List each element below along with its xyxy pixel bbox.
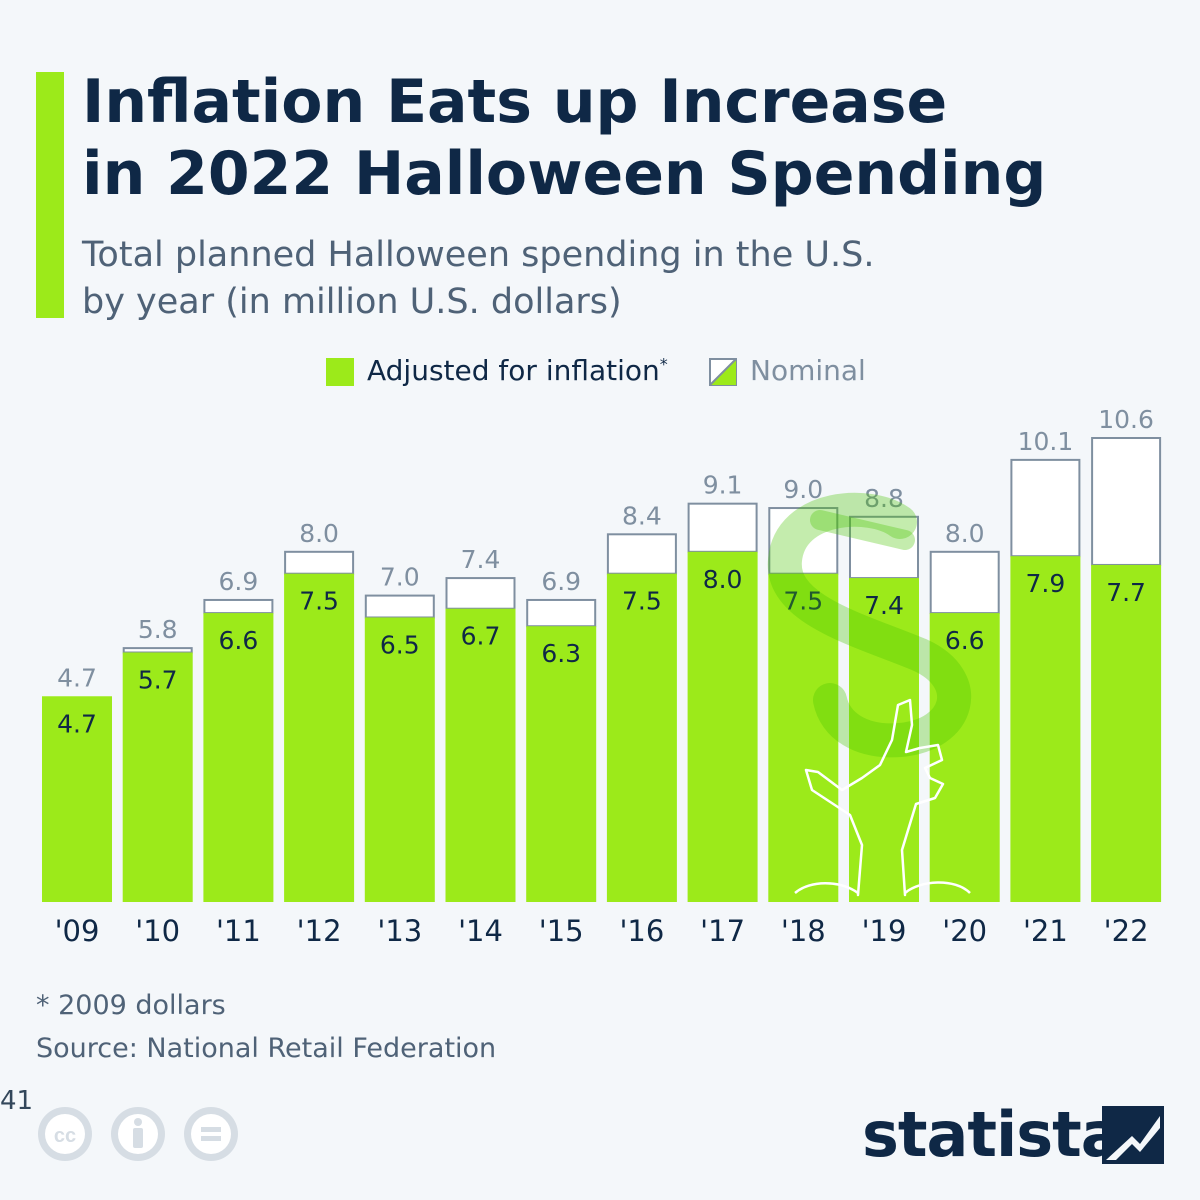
chart-subtitle: Total planned Halloween spending in the … [82, 232, 1082, 326]
adjusted-value-label: 4.7 [57, 709, 97, 738]
footnote: * 2009 dollars [36, 990, 226, 1021]
adjusted-value-label: 7.5 [622, 587, 662, 616]
cc-icon[interactable]: cc [38, 1107, 92, 1161]
adjusted-bar [687, 551, 758, 902]
legend-adjusted-text: Adjusted for inflation [367, 354, 660, 387]
nominal-bar [1010, 458, 1081, 558]
legend-label-nominal: Nominal [750, 354, 866, 387]
adjusted-bar [203, 613, 274, 902]
adjusted-bar [606, 573, 677, 902]
title-line-2: in 2022 Halloween Spending [82, 139, 1047, 209]
stray-number: 41 [0, 1086, 34, 1116]
nominal-value-label: 8.0 [299, 519, 339, 548]
legend-adjusted-asterisk: * [659, 354, 668, 374]
adjusted-bar [122, 652, 193, 902]
nominal-bar [768, 507, 839, 575]
zombie-hand-illustration [804, 698, 945, 897]
x-tick-label: '12 [297, 914, 342, 948]
statista-logo-icon [1102, 1106, 1164, 1164]
ground-illustration [794, 881, 971, 895]
adjusted-value-label: 6.5 [380, 630, 420, 659]
nominal-value-label: 7.0 [380, 563, 420, 592]
legend-label-adjusted: Adjusted for inflation* [367, 354, 668, 387]
no-derivatives-icon[interactable] [184, 1107, 238, 1161]
nominal-value-label: 4.7 [57, 663, 97, 692]
adjusted-bar [445, 608, 516, 902]
adjusted-value-label: 5.7 [138, 665, 178, 694]
nominal-value-label: 10.6 [1098, 405, 1154, 434]
nominal-bar [606, 533, 677, 575]
nominal-bar [687, 502, 758, 553]
license-icons: cc [36, 1105, 246, 1169]
x-tick-label: '11 [216, 914, 261, 948]
bar-chart: 4.7 4.7 '09 5.8 5.7 '10 6.9 6.6 '11 8.0 7.5 '12 7.0 6… [42, 405, 1162, 948]
subtitle-line-2: by year (in million U.S. dollars) [82, 282, 622, 322]
nominal-value-label: 6.9 [219, 567, 259, 596]
title-accent-bar [36, 72, 64, 318]
x-tick-label: '16 [619, 914, 664, 948]
nominal-bar [284, 550, 355, 575]
adjusted-value-label: 7.5 [299, 587, 339, 616]
nominal-bar [203, 598, 274, 615]
x-tick-label: '10 [135, 914, 180, 948]
adjusted-value-label: 6.7 [461, 622, 501, 651]
adjusted-value-label: 6.6 [945, 626, 985, 655]
adjusted-value-label: 7.4 [864, 591, 904, 620]
chart-title: Inflation Eats up Increase in 2022 Hallo… [82, 66, 1162, 210]
nominal-value-label: 9.0 [783, 475, 823, 504]
nominal-value-label: 8.8 [864, 484, 904, 513]
x-tick-label: '15 [539, 914, 584, 948]
nominal-bar [122, 647, 193, 654]
nominal-value-label: 10.1 [1018, 427, 1074, 456]
adjusted-value-label: 6.3 [541, 639, 581, 668]
x-tick-label: '17 [700, 914, 745, 948]
legend-swatch-nominal [709, 358, 737, 386]
adjusted-bar [1010, 556, 1081, 902]
adjusted-bar [768, 573, 839, 902]
adjusted-value-label: 7.9 [1026, 569, 1066, 598]
nominal-bar [526, 598, 597, 628]
nominal-value-label: 9.1 [703, 471, 743, 500]
dollar-zombie-hand-illustration [767, 492, 972, 897]
adjusted-bar [284, 573, 355, 902]
nominal-value-label: 8.4 [622, 501, 662, 530]
adjusted-value-label: 6.6 [219, 626, 259, 655]
title-line-1: Inflation Eats up Increase [82, 67, 948, 137]
nominal-bar [929, 550, 1000, 615]
adjusted-bar [364, 617, 435, 902]
legend: Adjusted for inflation* Nominal [0, 354, 1200, 388]
x-tick-label: '21 [1023, 914, 1068, 948]
legend-swatch-adjusted [326, 358, 354, 386]
adjusted-bar [1091, 564, 1162, 902]
x-tick-label: '20 [942, 914, 987, 948]
dollar-sign-illustration [767, 492, 972, 758]
nominal-bar [364, 594, 435, 619]
nominal-value-label: 5.8 [138, 615, 178, 644]
nominal-value-label: 7.4 [461, 545, 501, 574]
attribution-icon[interactable] [111, 1107, 165, 1161]
subtitle-line-1: Total planned Halloween spending in the … [82, 235, 875, 275]
adjusted-value-label: 7.5 [783, 587, 823, 616]
adjusted-value-label: 8.0 [703, 565, 743, 594]
svg-text:cc: cc [54, 1125, 76, 1147]
nominal-bar [445, 577, 516, 610]
source-note: Source: National Retail Federation [36, 1033, 497, 1064]
x-tick-label: '22 [1104, 914, 1149, 948]
statista-logo-text: statista [862, 1098, 1123, 1171]
dollar-line-illustration [810, 510, 915, 550]
adjusted-value-label: 7.7 [1106, 578, 1146, 607]
x-tick-label: '14 [458, 914, 503, 948]
x-tick-label: '13 [377, 914, 422, 948]
bars-layer: 4.7 4.7 '09 5.8 5.7 '10 6.9 6.6 '11 8.0 7.5 '12 7.0 6… [42, 405, 1162, 948]
x-tick-label: '09 [55, 914, 100, 948]
x-tick-label: '19 [862, 914, 907, 948]
adjusted-bar [42, 696, 112, 902]
adjusted-bar [526, 626, 597, 902]
x-tick-label: '18 [781, 914, 826, 948]
nominal-value-label: 8.0 [945, 519, 985, 548]
nominal-bar [1091, 437, 1162, 566]
nominal-value-label: 6.9 [541, 567, 581, 596]
